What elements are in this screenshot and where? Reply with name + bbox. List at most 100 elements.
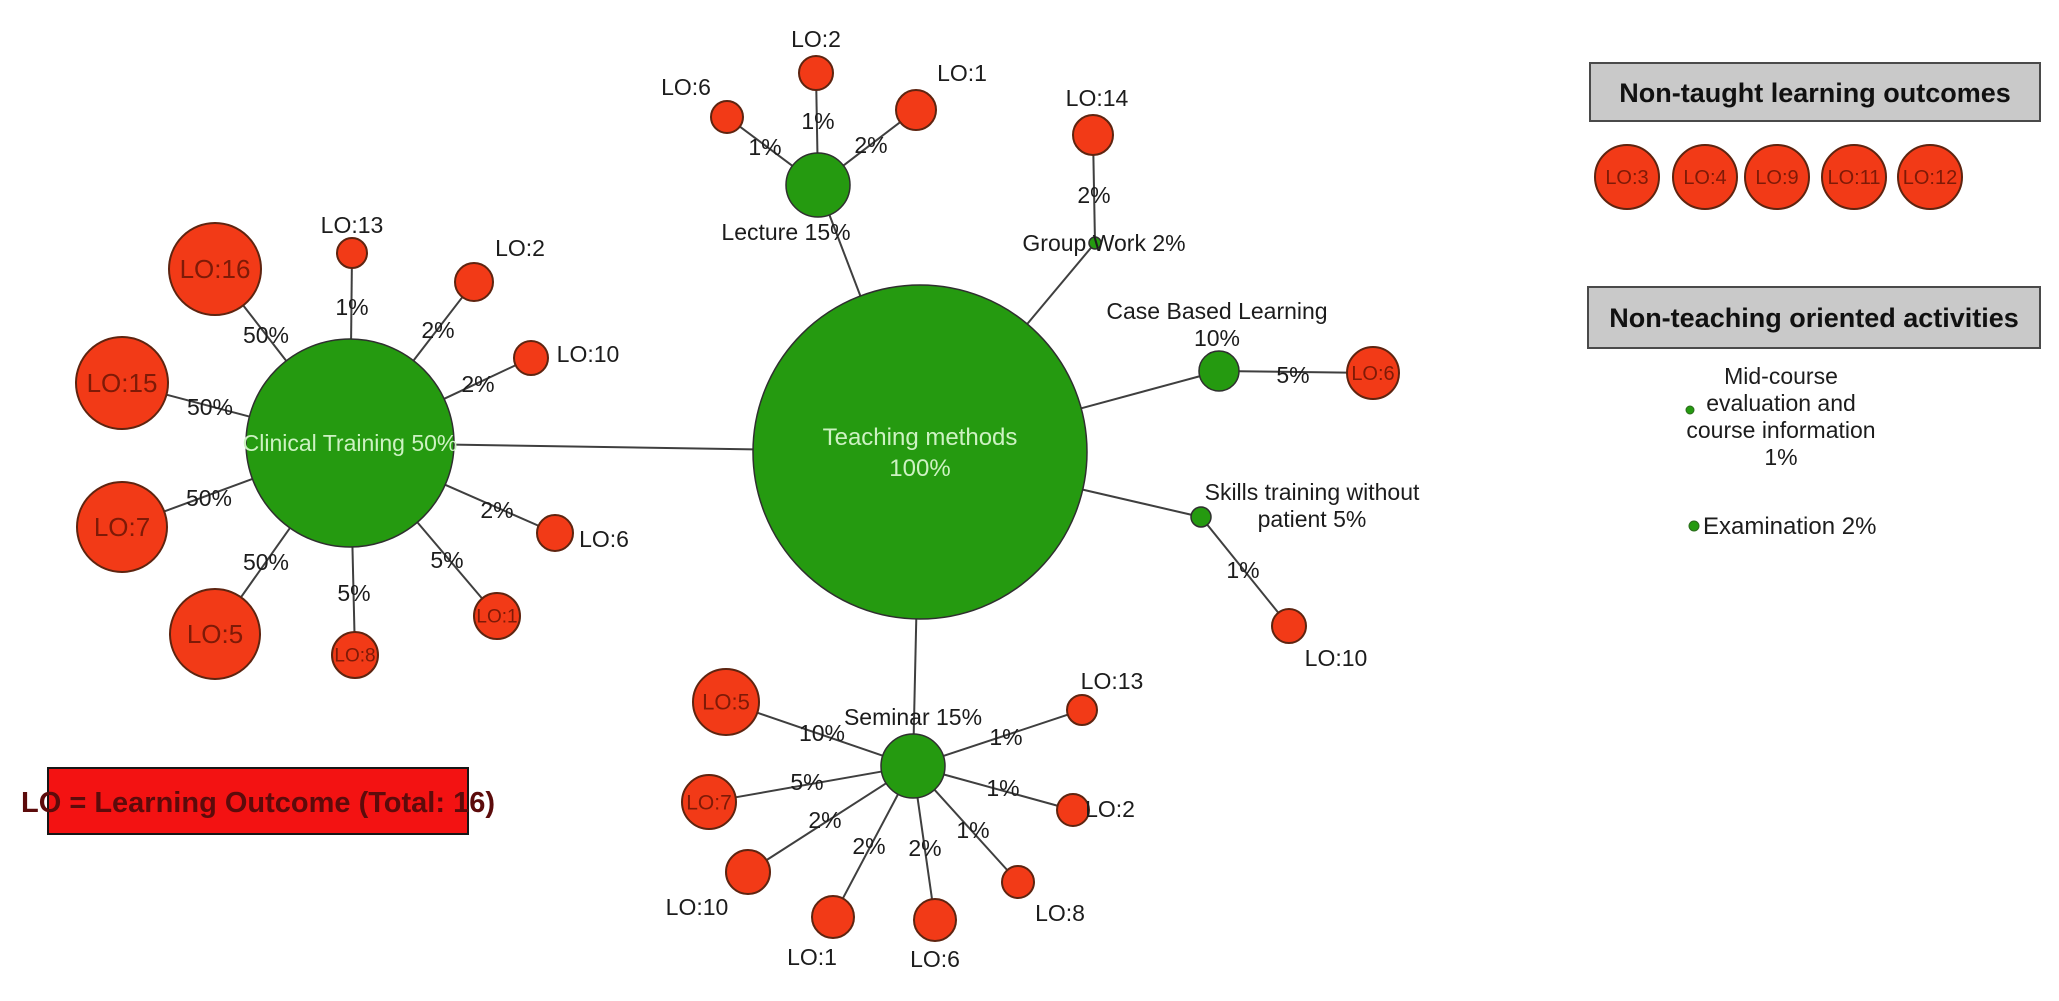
label-lo2-seminar: LO:2 bbox=[1085, 796, 1135, 822]
node-lo7-clinical bbox=[76, 481, 168, 573]
node-lo10-skills bbox=[1271, 608, 1307, 644]
label-lo13-clinical: LO:13 bbox=[321, 212, 384, 238]
label-cbl-0: Case Based Learning bbox=[1106, 298, 1327, 324]
label-lo8-seminar: LO:8 bbox=[1035, 900, 1085, 926]
edge-seminar-lo2-seminar bbox=[943, 773, 1058, 807]
label-teaching-0: Teaching methods bbox=[823, 424, 1018, 451]
label-lo6-seminar: LO:6 bbox=[910, 946, 960, 972]
edge-label-seminar-lo2-seminar: 1% bbox=[986, 775, 1019, 801]
edge-skills-lo10-skills bbox=[1206, 524, 1280, 614]
edge-seminar-lo6-seminar bbox=[916, 797, 934, 900]
edge-label-clinical-lo16-clinical: 50% bbox=[243, 322, 289, 348]
edge-lecture-lo1-lecture bbox=[842, 121, 901, 167]
edge-label-groupwork-lo14-groupwork: 2% bbox=[1077, 182, 1110, 208]
edge-clinical-lo16-clinical bbox=[242, 304, 288, 362]
edge-label-lecture-lo6-lecture: 1% bbox=[748, 134, 781, 160]
node-lo2-lecture bbox=[798, 55, 834, 91]
midcourse-label-line-4: 1% bbox=[1764, 444, 1797, 470]
node-lo5-clinical bbox=[169, 588, 261, 680]
label-lo10-seminar: LO:10 bbox=[666, 894, 729, 920]
examination-label: Examination 2% bbox=[1703, 513, 1876, 540]
node-groupwork bbox=[1088, 236, 1102, 250]
node-clinical bbox=[245, 338, 455, 548]
node-lo1-lecture bbox=[895, 89, 937, 131]
edge-label-seminar-lo13-seminar: 1% bbox=[989, 724, 1022, 750]
node-lo6-cbl bbox=[1346, 346, 1400, 400]
edge-label-seminar-lo7-seminar: 5% bbox=[790, 769, 823, 795]
node-lo6-seminar bbox=[913, 898, 957, 942]
label-lo4-nontaught: LO:4 bbox=[1683, 167, 1726, 189]
node-lo3-nontaught bbox=[1594, 144, 1660, 210]
label-clinical: Clinical Training 50% bbox=[243, 430, 458, 456]
edge-seminar-lo5-seminar bbox=[756, 711, 884, 757]
edge-seminar-lo7-seminar bbox=[735, 770, 882, 799]
nodes-layer bbox=[75, 55, 1963, 942]
edge-clinical-lo8-clinical bbox=[351, 546, 356, 633]
edge-label-lecture-lo2-lecture: 1% bbox=[801, 108, 834, 134]
node-teaching bbox=[752, 284, 1088, 620]
label-lo7-clinical: LO:7 bbox=[94, 512, 150, 542]
edge-label-clinical-lo15-clinical: 50% bbox=[187, 394, 233, 420]
node-lo10-clinical bbox=[513, 340, 549, 376]
label-lo15-clinical: LO:15 bbox=[87, 368, 158, 398]
edge-label-seminar-lo10-seminar: 2% bbox=[808, 807, 841, 833]
label-teaching-1: 100% bbox=[889, 455, 950, 482]
label-cbl-1: 10% bbox=[1194, 325, 1240, 351]
edge-label-clinical-lo1-clinical: 5% bbox=[430, 547, 463, 573]
edge-label-skills-lo10-skills: 1% bbox=[1226, 557, 1259, 583]
edge-label-clinical-lo7-clinical: 50% bbox=[186, 485, 232, 511]
label-lo11-nontaught: LO:11 bbox=[1828, 167, 1881, 189]
non-taught-panel-box bbox=[1589, 62, 2041, 122]
node-lo1-clinical bbox=[473, 592, 521, 640]
edge-teaching-groupwork bbox=[1026, 246, 1092, 325]
edge-label-clinical-lo5-clinical: 50% bbox=[243, 549, 289, 575]
label-lo5-seminar: LO:5 bbox=[702, 690, 750, 715]
edge-label-clinical-lo10-clinical: 2% bbox=[461, 371, 494, 397]
edge-clinical-lo15-clinical bbox=[166, 393, 250, 418]
edge-clinical-lo6-clinical bbox=[444, 483, 539, 527]
node-skills bbox=[1190, 506, 1212, 528]
edge-label-clinical-lo6-clinical: 2% bbox=[480, 497, 513, 523]
label-lo1-clinical: LO:1 bbox=[476, 607, 517, 628]
edge-teaching-cbl bbox=[1080, 375, 1200, 410]
label-skills-0: Skills training without bbox=[1205, 479, 1420, 505]
node-lo5-seminar bbox=[692, 668, 760, 736]
legend-note-text: LO = Learning Outcome (Total: 16) bbox=[21, 787, 495, 819]
label-lo2-lecture: LO:2 bbox=[791, 26, 841, 52]
node-lo9-nontaught bbox=[1744, 144, 1810, 210]
node-lo2-clinical bbox=[454, 262, 494, 302]
edge-clinical-lo7-clinical bbox=[163, 478, 253, 513]
node-midcourse-dot bbox=[1685, 405, 1695, 415]
edge-cbl-lo6-cbl bbox=[1238, 370, 1348, 374]
node-lo13-clinical bbox=[336, 237, 368, 269]
legend-note-box bbox=[47, 767, 469, 835]
edge-clinical-lo10-clinical bbox=[443, 364, 517, 400]
edge-seminar-lo8-seminar bbox=[933, 789, 1009, 871]
edge-label-seminar-lo1-seminar: 2% bbox=[852, 833, 885, 859]
label-lo3-nontaught: LO:3 bbox=[1605, 167, 1648, 189]
edge-label-cbl-lo6-cbl: 5% bbox=[1276, 362, 1309, 388]
edge-teaching-lecture bbox=[828, 214, 862, 297]
label-lo16-clinical: LO:16 bbox=[180, 254, 251, 284]
node-seminar bbox=[880, 733, 946, 799]
label-lo1-lecture: LO:1 bbox=[937, 60, 987, 86]
edge-clinical-lo2-clinical bbox=[412, 296, 464, 362]
edge-teaching-clinical bbox=[453, 443, 754, 451]
node-examination-dot bbox=[1688, 520, 1700, 532]
label-lo13-seminar: LO:13 bbox=[1081, 668, 1144, 694]
node-lo10-seminar bbox=[725, 849, 771, 895]
node-lo15-clinical bbox=[75, 336, 169, 430]
edges-layer bbox=[163, 89, 1348, 900]
edge-label-seminar-lo8-seminar: 1% bbox=[956, 817, 989, 843]
node-lo4-nontaught bbox=[1672, 144, 1738, 210]
non-taught-panel-title: Non-taught learning outcomes bbox=[1619, 78, 2011, 108]
non-teaching-panel-box bbox=[1587, 286, 2041, 349]
node-lo13-seminar bbox=[1066, 694, 1098, 726]
label-lo1-seminar: LO:1 bbox=[787, 944, 837, 970]
label-lo5-clinical: LO:5 bbox=[187, 619, 243, 649]
labels-layer: 50% 1% 2% 50% 2% 50% 2% 50% 5% 5% 1% 1% 2% 2% 5% 1% 10% 5… bbox=[87, 26, 1958, 972]
edge-lecture-lo2-lecture bbox=[815, 89, 819, 154]
label-lo6-lecture: LO:6 bbox=[661, 74, 711, 100]
